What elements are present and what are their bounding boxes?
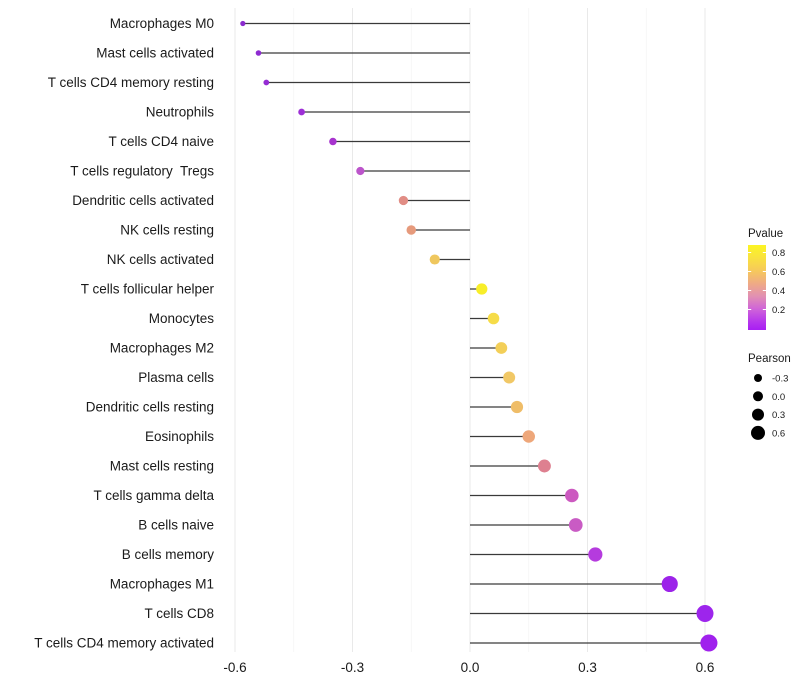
lollipop-dot: [356, 166, 365, 176]
y-axis-label: T cells follicular helper: [81, 282, 215, 297]
y-axis-label: Macrophages M0: [110, 16, 214, 31]
lollipop-dot: [565, 488, 579, 503]
lollipop-dot: [568, 518, 583, 532]
pvalue-tick-label: 0.4: [772, 286, 785, 297]
pearson-legend-dot: [752, 408, 764, 421]
y-axis-label: Monocytes: [149, 311, 215, 326]
y-axis-label: T cells gamma delta: [93, 488, 214, 503]
y-axis-label: T cells CD4 naive: [108, 134, 214, 149]
y-axis-label: Dendritic cells activated: [72, 193, 214, 208]
y-axis-label: B cells memory: [122, 547, 215, 562]
pearson-legend-dot: [754, 374, 762, 382]
y-axis-label: Mast cells activated: [96, 46, 214, 61]
y-axis-label: NK cells activated: [107, 252, 214, 267]
lollipop-dot: [329, 137, 337, 146]
lollipop-dot: [255, 50, 262, 56]
lollipop-dot: [661, 575, 678, 593]
pvalue-tick-label: 0.8: [772, 248, 785, 259]
pvalue-tick-label: 0.2: [772, 305, 785, 316]
y-axis-label: Macrophages M1: [110, 577, 214, 592]
x-axis-tick-label: 0.3: [578, 660, 597, 675]
y-axis-label: T cells regulatory Tregs: [70, 164, 214, 179]
pearson-legend-label: 0.6: [772, 428, 785, 439]
y-axis-label: T cells CD4 memory resting: [48, 75, 214, 90]
lollipop-dot: [522, 430, 536, 443]
lollipop-dot: [476, 283, 488, 295]
lollipop-dot: [487, 312, 500, 325]
y-axis-label: T cells CD8: [144, 606, 214, 621]
pearson-legend-label: -0.3: [772, 374, 788, 385]
lollipop-dot: [588, 547, 603, 562]
pvalue-legend-title: Pvalue: [748, 228, 783, 240]
pearson-legend-dot: [751, 425, 765, 440]
y-axis-label: T cells CD4 memory activated: [34, 636, 214, 651]
lollipop-dot: [696, 605, 714, 622]
pvalue-tick-label: 0.6: [772, 267, 785, 278]
y-axis-label: NK cells resting: [120, 223, 214, 238]
pearson-legend-label: 0.3: [772, 410, 785, 421]
lollipop-dot: [537, 459, 551, 473]
x-axis-tick-label: -0.6: [223, 660, 246, 675]
lollipop-dot: [298, 108, 305, 116]
pearson-legend-label: 0.0: [772, 392, 785, 403]
lollipop-dot: [503, 371, 516, 384]
y-axis-label: Neutrophils: [146, 105, 215, 120]
lollipop-dot: [700, 634, 718, 652]
x-axis-tick-label: 0.6: [696, 660, 715, 675]
lollipop-dot: [263, 79, 270, 86]
lollipop-dot: [398, 195, 409, 206]
lollipop-dot: [510, 400, 524, 414]
y-axis-label: Macrophages M2: [110, 341, 214, 356]
y-axis-label: Eosinophils: [145, 429, 214, 444]
y-axis-label: B cells naive: [138, 518, 214, 533]
x-axis-tick-label: 0.0: [461, 660, 480, 675]
y-axis-label: Plasma cells: [138, 370, 214, 385]
lollipop-dot: [240, 20, 246, 27]
lollipop-dot: [495, 342, 508, 354]
y-axis-label: Dendritic cells resting: [86, 400, 214, 415]
lollipop-dot: [429, 254, 440, 265]
pearson-legend-title: Pearson: [748, 353, 791, 365]
x-axis-tick-label: -0.3: [341, 660, 364, 675]
lollipop-dot: [406, 225, 416, 235]
pvalue-colorbar: [748, 245, 766, 330]
y-axis-label: Mast cells resting: [110, 459, 214, 474]
pearson-legend-dot: [753, 391, 763, 402]
